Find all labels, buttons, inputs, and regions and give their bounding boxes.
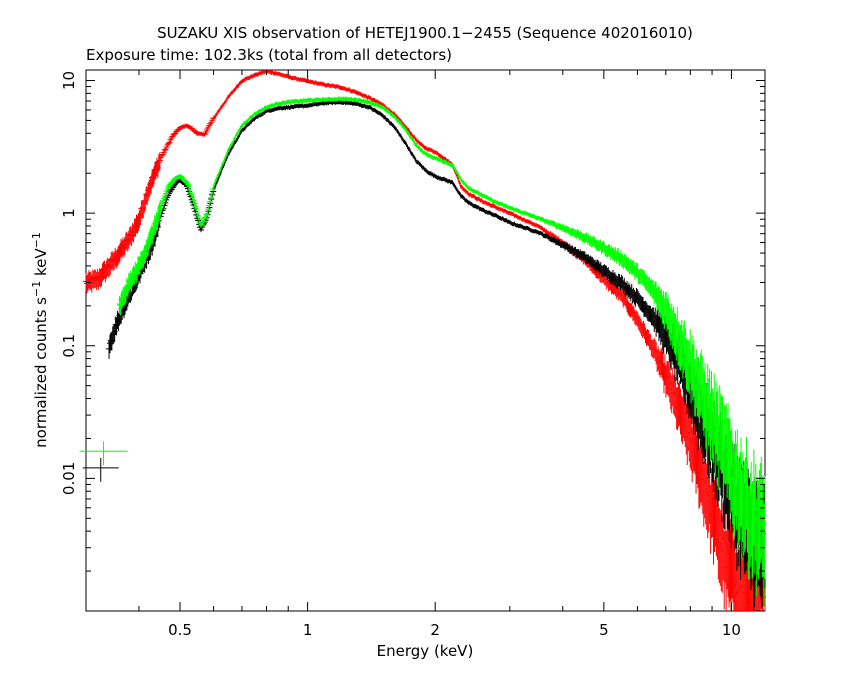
y-tick-label: 1 <box>60 208 78 218</box>
chart-subtitle: Exposure time: 102.3ks (total from all d… <box>86 46 452 64</box>
y-tick-label: 0.1 <box>60 334 78 358</box>
y-axis-label-sup1: −1 <box>30 281 43 297</box>
axis-ticks <box>85 70 765 612</box>
x-tick-label: 5 <box>599 621 609 639</box>
y-tick-label: 0.01 <box>60 462 78 495</box>
x-tick-label: 1 <box>303 621 313 639</box>
tick-labels: 0.5 1 2 5 10 0.01 0.1 1 10 <box>60 71 741 639</box>
series-1 <box>106 99 766 611</box>
chart-title: SUZAKU XIS observation of HETEJ1900.1−24… <box>157 24 693 42</box>
y-axis-label-sup2: −1 <box>30 232 43 248</box>
y-tick-label: 10 <box>60 71 78 90</box>
x-tick-label: 2 <box>430 621 440 639</box>
plot-frame <box>85 69 766 612</box>
crosshair-marker-0 <box>79 441 128 466</box>
series-2 <box>116 96 766 606</box>
x-axis-label: Energy (keV) <box>377 642 474 660</box>
crosshair-marker-1 <box>82 457 119 482</box>
series-0 <box>83 70 766 611</box>
x-tick-label: 10 <box>722 621 741 639</box>
y-axis-label: normalized counts s−1 keV−1 <box>30 232 50 448</box>
y-axis-label-pre: normalized counts s <box>32 297 50 448</box>
data-layer <box>79 70 766 611</box>
x-tick-label: 0.5 <box>168 621 192 639</box>
y-axis-label-mid: keV <box>32 248 50 281</box>
